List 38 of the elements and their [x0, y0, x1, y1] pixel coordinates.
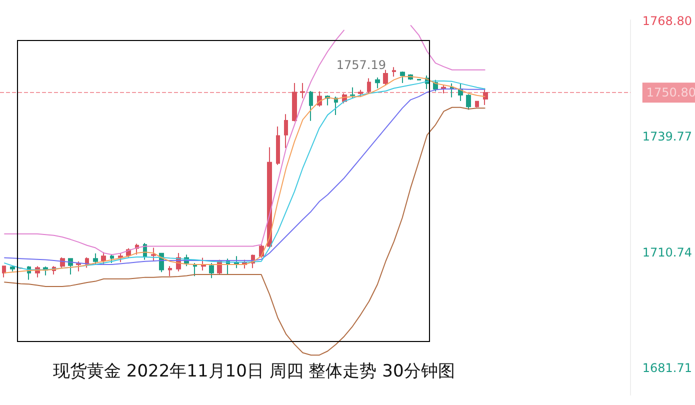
candlestick [76, 260, 81, 272]
candlestick [309, 90, 313, 122]
candlestick [110, 254, 114, 264]
y-tick-label: 1710.74 [642, 245, 692, 260]
candlestick [151, 247, 156, 262]
candlestick [118, 252, 123, 263]
candlestick [317, 90, 322, 108]
candlestick [292, 82, 297, 122]
candlestick [193, 262, 197, 277]
candlestick [267, 146, 272, 248]
candlestick [358, 89, 363, 98]
y-tick-label: 1739.77 [642, 130, 692, 144]
candlestick [2, 265, 6, 278]
candlestick [201, 257, 206, 272]
candlestick [300, 82, 305, 99]
candlestick [475, 100, 479, 108]
candlestick [450, 82, 454, 98]
candlestick [209, 262, 214, 279]
candlestick [367, 78, 371, 94]
candlestick [350, 86, 355, 99]
candlestick [284, 114, 288, 149]
y-tick-label: 1681.71 [642, 361, 692, 376]
candlestick [93, 252, 98, 266]
annotation: 1757.19 [336, 58, 386, 72]
text: 现货黄金 2022年11月10日 周四 整体走势 30分钟图 [53, 362, 455, 382]
candlestick [383, 69, 388, 86]
candlestick [400, 70, 405, 84]
candlestick [10, 266, 15, 272]
line-series [4, 106, 486, 356]
candlestick [276, 126, 280, 166]
candlestick [483, 88, 488, 106]
candlestick [375, 76, 380, 89]
candlestick [392, 66, 396, 78]
candlestick [101, 252, 106, 266]
y-tick-label: 1768.80 [642, 14, 692, 28]
candlestick [466, 94, 471, 110]
ref-line-label: 1750.80 [646, 86, 695, 100]
candlestick [168, 266, 172, 277]
